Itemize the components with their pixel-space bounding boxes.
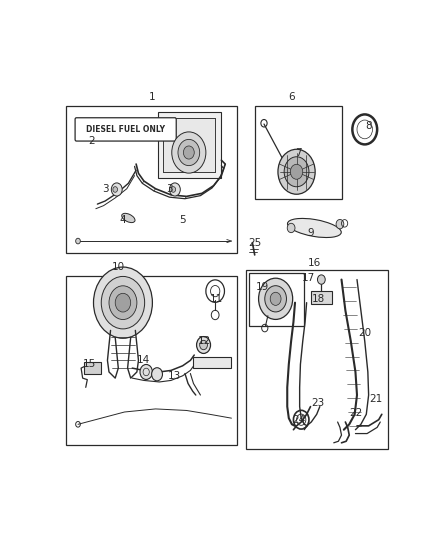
Bar [255, 106, 342, 199]
Circle shape [258, 278, 293, 319]
Bar [67, 276, 237, 445]
Text: 1: 1 [148, 92, 155, 102]
Circle shape [115, 293, 131, 312]
Circle shape [200, 341, 208, 350]
Text: 24: 24 [292, 415, 305, 425]
Circle shape [170, 183, 180, 196]
Text: 5: 5 [179, 215, 186, 225]
Text: 11: 11 [209, 294, 223, 304]
Text: 21: 21 [370, 394, 383, 404]
Text: 19: 19 [256, 282, 269, 292]
Circle shape [278, 149, 315, 194]
Bar [163, 118, 215, 172]
Circle shape [111, 183, 122, 196]
Text: 12: 12 [198, 336, 211, 346]
Bar [67, 106, 237, 253]
Text: 10: 10 [112, 262, 125, 272]
Circle shape [93, 267, 152, 338]
Bar [84, 362, 101, 374]
Circle shape [197, 336, 211, 353]
Bar [246, 270, 388, 449]
Ellipse shape [122, 213, 135, 223]
FancyBboxPatch shape [75, 118, 176, 141]
Text: 4: 4 [120, 215, 126, 225]
Text: 9: 9 [307, 228, 314, 238]
Text: 16: 16 [308, 257, 321, 268]
Circle shape [336, 220, 344, 229]
Text: 8: 8 [365, 120, 372, 131]
Circle shape [318, 275, 325, 284]
Bar [193, 357, 231, 368]
Circle shape [284, 157, 309, 187]
Circle shape [178, 140, 200, 166]
Text: 17: 17 [301, 273, 315, 283]
Text: 3: 3 [102, 184, 109, 195]
Text: 14: 14 [137, 356, 151, 366]
Text: DIESEL FUEL ONLY: DIESEL FUEL ONLY [86, 125, 165, 134]
Text: 13: 13 [168, 371, 181, 381]
Text: 25: 25 [248, 238, 261, 248]
Circle shape [140, 365, 152, 379]
Circle shape [265, 286, 286, 312]
Bar [248, 273, 304, 326]
Bar [311, 291, 332, 304]
Text: 3: 3 [166, 184, 173, 195]
Circle shape [171, 187, 176, 192]
Circle shape [172, 132, 206, 173]
Text: 2: 2 [88, 136, 95, 146]
Circle shape [109, 286, 137, 319]
Text: 6: 6 [288, 92, 294, 102]
Circle shape [76, 238, 80, 244]
Text: 20: 20 [358, 328, 371, 338]
Circle shape [113, 187, 117, 192]
Circle shape [184, 146, 194, 159]
Circle shape [287, 223, 295, 233]
Circle shape [152, 368, 162, 381]
Text: 23: 23 [311, 398, 325, 408]
Circle shape [270, 292, 281, 305]
Text: 22: 22 [349, 408, 362, 418]
Circle shape [101, 277, 145, 329]
Text: 15: 15 [83, 359, 96, 369]
Ellipse shape [287, 219, 341, 238]
Bar [158, 112, 221, 178]
Circle shape [290, 164, 303, 179]
Text: 18: 18 [311, 294, 325, 304]
Text: 7: 7 [296, 148, 302, 158]
